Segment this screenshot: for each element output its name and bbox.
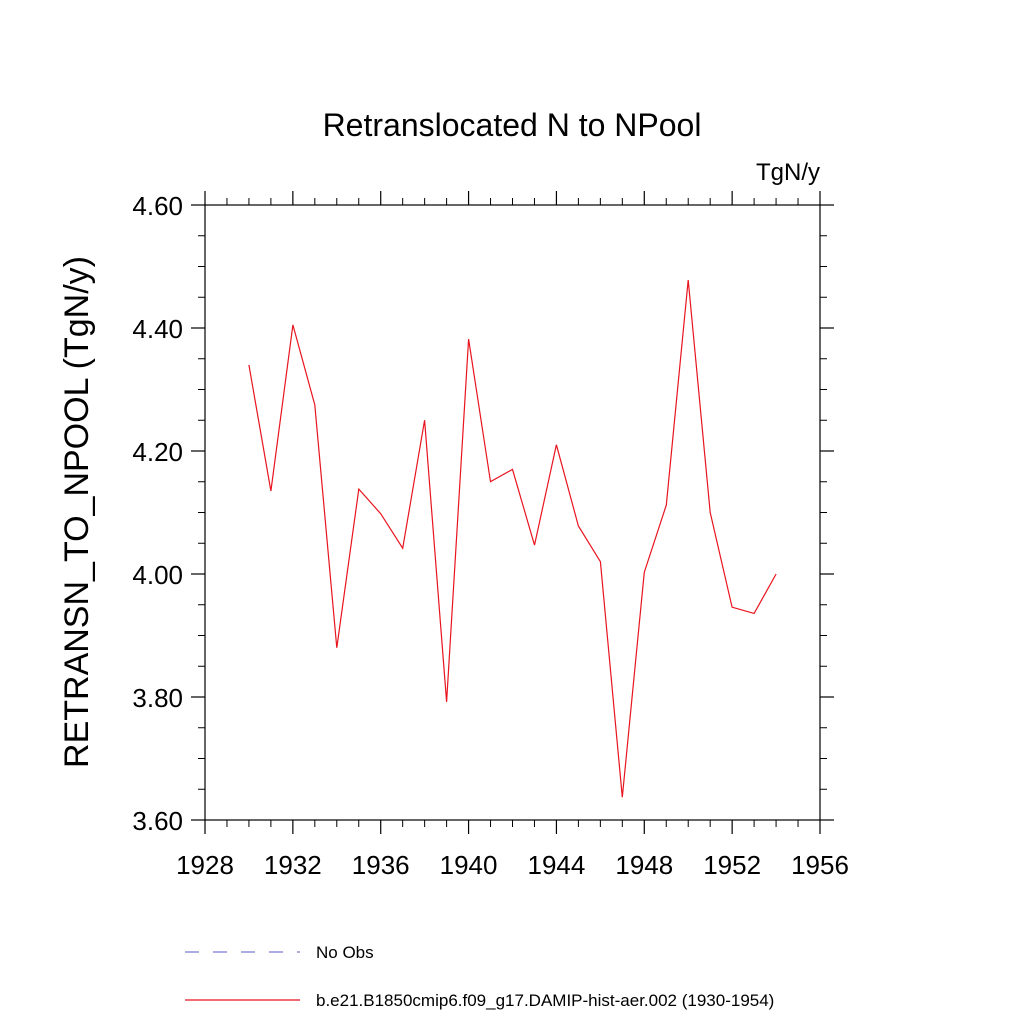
x-tick-label: 1928	[176, 850, 234, 880]
series-layer	[248, 279, 777, 798]
y-tick-label: 4.60	[132, 191, 183, 221]
legend: No Obs b.e21.B1850cmip6.f09_g17.DAMIP-his…	[185, 943, 774, 1010]
x-tick-label: 1940	[440, 850, 498, 880]
chart-title: Retranslocated N to NPool	[323, 107, 702, 143]
x-tick-label: 1956	[791, 850, 849, 880]
y-tick-label: 4.40	[132, 314, 183, 344]
axis-ticks: 1928 1932 1936 1940 1944 1948 1952 1956 3.60 3.80…	[132, 191, 849, 880]
y-axis-label: RETRANSN_TO_NPOOL (TgN/y)	[58, 256, 96, 768]
units-label: TgN/y	[756, 159, 820, 186]
x-tick-label: 1948	[615, 850, 673, 880]
x-tick-label: 1936	[352, 850, 410, 880]
x-tick-label: 1932	[264, 850, 322, 880]
plot-frame	[204, 204, 821, 821]
series-line-1	[248, 279, 777, 798]
x-tick-label: 1944	[528, 850, 586, 880]
plot-border	[204, 204, 821, 821]
x-tick-label: 1952	[703, 850, 761, 880]
y-tick-label: 3.60	[132, 806, 183, 836]
y-tick-label: 3.80	[132, 683, 183, 713]
legend-label-1: b.e21.B1850cmip6.f09_g17.DAMIP-hist-aer.…	[316, 991, 774, 1010]
legend-label-0: No Obs	[316, 943, 374, 962]
y-tick-label: 4.20	[132, 437, 183, 467]
y-tick-label: 4.00	[132, 560, 183, 590]
